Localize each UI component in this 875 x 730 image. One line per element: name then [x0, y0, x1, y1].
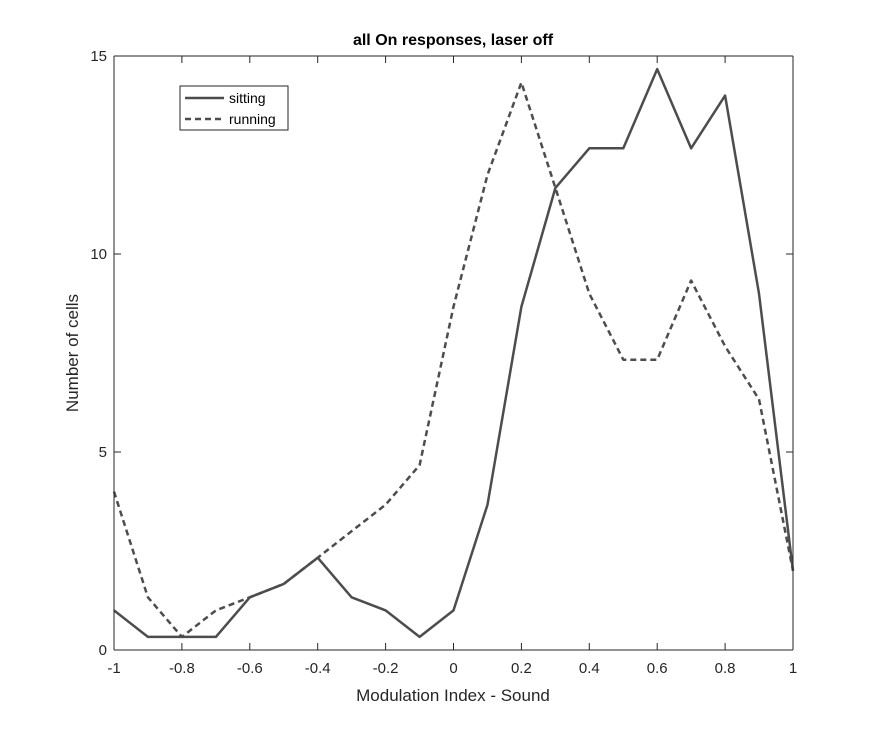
- chart-title: all On responses, laser off: [353, 32, 554, 49]
- legend-box: [179, 85, 289, 131]
- legend-label-running: running: [229, 111, 276, 127]
- x-tick-label: 0.6: [647, 660, 668, 677]
- x-tick-label: -0.4: [305, 660, 331, 677]
- series-lines: [112, 67, 795, 639]
- y-tick-label: 5: [99, 444, 107, 461]
- x-tick-label: -1: [107, 660, 120, 677]
- y-tick-label: 15: [90, 48, 107, 65]
- x-tick-label: 0.2: [511, 660, 532, 677]
- x-axis-label: Modulation Index - Sound: [356, 686, 550, 705]
- series-line-running: [112, 81, 795, 639]
- y-tick-label: 0: [99, 642, 107, 659]
- x-tick-label: 1: [789, 660, 797, 677]
- legend: sitting running: [179, 85, 289, 131]
- x-tick-label: 0.8: [715, 660, 736, 677]
- x-tick-label: 0: [449, 660, 457, 677]
- x-tick-label: -0.2: [373, 660, 399, 677]
- legend-label-sitting: sitting: [229, 90, 266, 106]
- y-tick-label: 10: [90, 246, 107, 263]
- plot-area: [114, 56, 793, 650]
- x-tick-label: 0.4: [579, 660, 600, 677]
- y-axis-label: Number of cells: [63, 294, 82, 412]
- x-tick-label: -0.6: [237, 660, 263, 677]
- x-tick-label: -0.8: [169, 660, 195, 677]
- series-line-sitting: [113, 67, 795, 639]
